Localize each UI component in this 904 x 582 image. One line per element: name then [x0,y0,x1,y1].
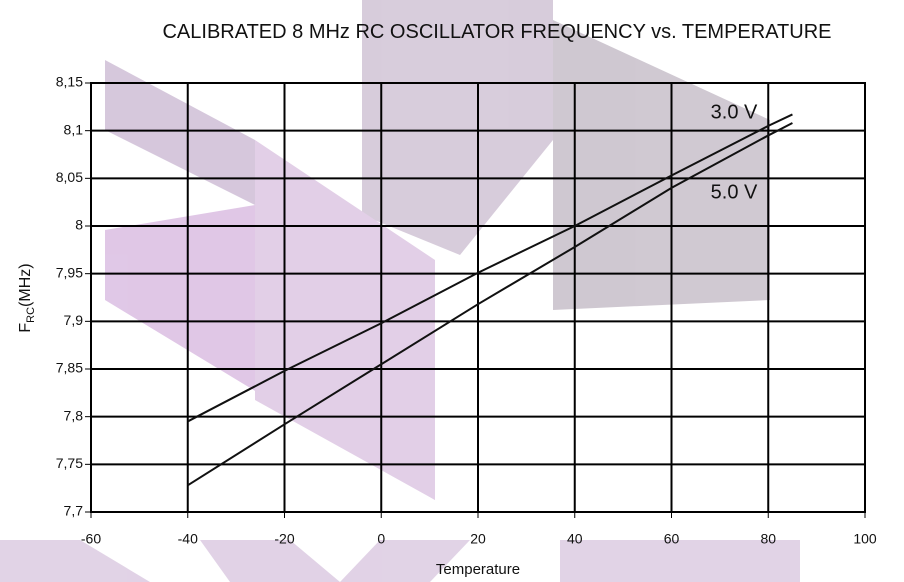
y-tick-label: 7,8 [64,407,84,423]
x-tick-label: 60 [664,531,680,547]
series-label: 3.0 V [711,101,758,123]
x-tick-label: 80 [760,531,776,547]
y-tick-label: 8,1 [64,121,84,137]
y-tick-label: 8 [75,217,83,233]
x-tick-label: 0 [377,531,385,547]
x-tick-label: 20 [470,531,486,547]
x-axis-label: Temperature [436,561,520,578]
y-label-sub: RC [25,307,37,323]
x-tick-label: -20 [274,531,294,547]
y-tick-label: 7,7 [64,503,84,519]
y-tick-label: 8,05 [56,169,83,185]
x-tick-label: -40 [178,531,198,547]
y-tick-label: 8,15 [56,74,83,90]
y-label-unit: (MHz) [17,263,34,307]
y-axis-label: FRC(MHz) [17,263,37,332]
chart-title: CALIBRATED 8 MHz RC OSCILLATOR FREQUENCY… [162,21,831,43]
y-tick-label: 7,9 [64,312,84,328]
y-tick-label: 7,75 [56,455,83,471]
y-tick-label: 7,95 [56,264,83,280]
y-tick-label: 7,85 [56,360,83,376]
plot-frame [90,82,866,513]
series-label: 5.0 V [711,181,758,203]
watermark [0,0,800,582]
x-tick-label: -60 [81,531,101,547]
series-line [187,113,793,423]
x-tick-label: 40 [567,531,583,547]
x-tick-label: 100 [853,531,877,547]
y-label-main: F [17,323,34,333]
series-line [187,122,793,487]
